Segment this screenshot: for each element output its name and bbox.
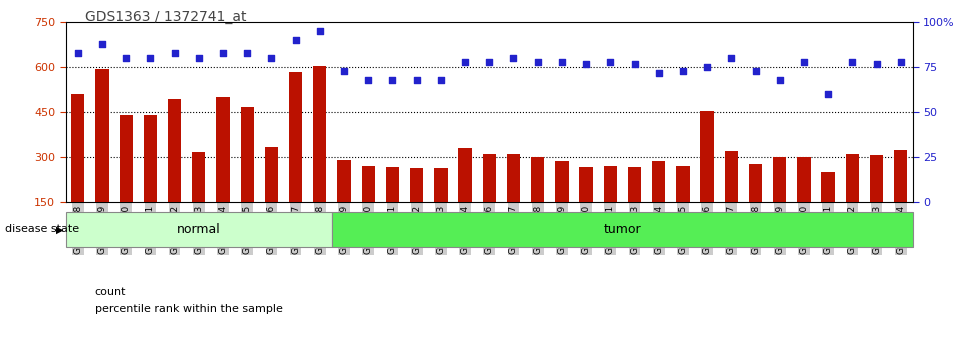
Point: [844, 59, 860, 65]
Point: [603, 59, 618, 65]
Bar: [870, 156, 883, 202]
Bar: [289, 72, 302, 202]
Bar: [434, 168, 447, 202]
Point: [312, 29, 327, 34]
Point: [699, 65, 715, 70]
Point: [71, 50, 86, 56]
Point: [675, 68, 691, 73]
Bar: [676, 166, 690, 202]
Point: [651, 70, 667, 76]
Bar: [845, 154, 859, 202]
Bar: [71, 94, 84, 202]
Bar: [241, 107, 254, 202]
Bar: [313, 66, 327, 202]
Bar: [895, 149, 907, 202]
Bar: [216, 97, 230, 202]
Bar: [385, 167, 399, 202]
FancyBboxPatch shape: [332, 212, 913, 247]
Bar: [410, 168, 423, 202]
Point: [482, 59, 497, 65]
Bar: [749, 164, 762, 202]
Bar: [604, 166, 617, 202]
Bar: [144, 115, 157, 202]
Point: [191, 56, 207, 61]
Point: [579, 61, 594, 67]
Bar: [265, 147, 278, 202]
Point: [360, 77, 376, 82]
Bar: [96, 69, 108, 202]
Bar: [580, 167, 593, 202]
Text: count: count: [95, 287, 127, 296]
Bar: [337, 160, 351, 202]
Bar: [192, 151, 206, 202]
Text: disease state: disease state: [5, 225, 79, 234]
Point: [893, 59, 908, 65]
Text: GDS1363 / 1372741_at: GDS1363 / 1372741_at: [85, 10, 246, 24]
Point: [119, 56, 134, 61]
Text: ▶: ▶: [56, 225, 64, 234]
Point: [240, 50, 255, 56]
Bar: [459, 148, 471, 202]
Point: [554, 59, 570, 65]
Point: [384, 77, 400, 82]
Point: [433, 77, 448, 82]
Point: [627, 61, 642, 67]
Text: tumor: tumor: [604, 223, 641, 236]
Point: [506, 56, 522, 61]
Bar: [628, 167, 641, 202]
Point: [457, 59, 472, 65]
Point: [264, 56, 279, 61]
Point: [409, 77, 424, 82]
Bar: [361, 166, 375, 202]
Bar: [168, 99, 182, 202]
Point: [215, 50, 231, 56]
Point: [143, 56, 158, 61]
Bar: [773, 157, 786, 202]
Bar: [797, 157, 810, 202]
FancyBboxPatch shape: [66, 212, 332, 247]
Text: normal: normal: [177, 223, 220, 236]
Point: [167, 50, 183, 56]
Point: [796, 59, 811, 65]
Point: [748, 68, 763, 73]
Bar: [483, 154, 496, 202]
Point: [530, 59, 546, 65]
Bar: [700, 111, 714, 202]
Bar: [555, 161, 569, 202]
Point: [772, 77, 787, 82]
Point: [820, 91, 836, 97]
Bar: [120, 115, 133, 202]
Point: [95, 41, 110, 47]
Bar: [507, 154, 520, 202]
Text: percentile rank within the sample: percentile rank within the sample: [95, 304, 282, 314]
Point: [288, 38, 303, 43]
Bar: [821, 172, 835, 202]
Point: [336, 68, 352, 73]
Point: [724, 56, 739, 61]
Bar: [724, 151, 738, 202]
Bar: [531, 157, 545, 202]
Bar: [652, 161, 666, 202]
Point: [868, 61, 884, 67]
